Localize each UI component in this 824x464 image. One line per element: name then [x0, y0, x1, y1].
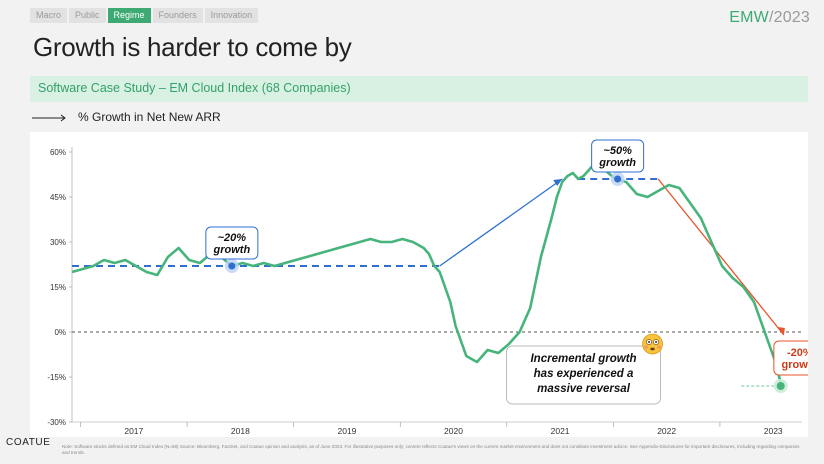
annotations: ~20%growth~50%growth-20%growthIncrementa… [205, 139, 824, 405]
callout-50-label: growth [598, 157, 636, 169]
blue-rise-arrow [439, 178, 563, 267]
y-tick-label: 0% [54, 328, 66, 337]
marker-2023 [776, 382, 785, 390]
brand-name: EMW [729, 9, 769, 26]
emoji-blush-right [657, 345, 661, 349]
reversal-line-1: Incremental growth [530, 353, 636, 365]
red-decline-arrow [657, 178, 785, 336]
page-title: Growth is harder to come by [33, 32, 352, 62]
brand-logo: EMW/2023 [729, 9, 810, 27]
x-tick-label: 2018 [231, 426, 250, 436]
emoji-pupil-right [655, 341, 658, 343]
callout-20-box [205, 226, 259, 260]
subtitle-text: % Growth in Net New ARR [78, 110, 221, 124]
reversal-line-2: has experienced a [534, 368, 634, 380]
reversal-line-3: massive reversal [537, 383, 631, 395]
nav-tab-public[interactable]: Public [69, 8, 106, 23]
marker-2018 [228, 262, 236, 270]
flushed-face-icon [642, 333, 663, 355]
nav-tab-founders[interactable]: Founders [152, 8, 203, 23]
x-tick-label: 2022 [657, 426, 676, 436]
chart-subtitle: % Growth in Net New ARR [32, 110, 221, 124]
x-tick-label: 2019 [337, 426, 356, 436]
banner-text: Software Case Study – EM Cloud Index (68… [38, 81, 351, 95]
blue-arrowhead-icon [553, 179, 563, 186]
y-axis: 60% 45% 30% 15% 0% -15% -30% [47, 147, 73, 427]
coatue-logo: COATUE [6, 437, 51, 448]
x-tick-label: 2020 [444, 426, 463, 436]
nav-tab-macro[interactable]: Macro [30, 8, 68, 23]
emoji-blush-left [644, 345, 648, 349]
arrow-right-icon [32, 114, 66, 122]
callout-neg20-value: -20% [787, 347, 808, 359]
case-study-banner: Software Case Study – EM Cloud Index (68… [30, 76, 808, 102]
callout-20-label: growth [213, 244, 251, 256]
y-tick-label: -30% [47, 418, 66, 427]
x-axis: 2017 2018 2019 2020 2021 2022 2023 [72, 421, 802, 436]
y-tick-label: -15% [47, 373, 66, 382]
emoji-pupil-left [648, 341, 651, 343]
series-line [71, 162, 782, 384]
nav-tab-regime[interactable]: Regime [107, 8, 151, 23]
callout-50-value: ~50% [603, 145, 632, 157]
growth-chart: 60%45%30%15%0%-15%-30% 2017 2018 2019 2020 2… [47, 139, 824, 436]
chart-area: 60% 45% 30% 15% 0% -15% -30% 2017 2018 2019 2020 2… [30, 132, 824, 437]
callout-20-value: ~20% [218, 232, 247, 244]
y-tick-label: 15% [50, 283, 66, 292]
callout-neg20-label: growth [782, 359, 808, 371]
x-tick-label: 2021 [551, 426, 570, 436]
y-tick-label: 30% [50, 238, 66, 247]
emoji-mouth [650, 347, 655, 351]
marker-2021 [614, 175, 622, 183]
nav-tab-innovation[interactable]: Innovation [204, 8, 259, 23]
footnote: Note: Software stocks defined as EM Clou… [62, 444, 800, 455]
x-tick-label: 2023 [764, 426, 783, 436]
y-tick-label: 60% [50, 148, 66, 157]
callout-50-box [591, 139, 645, 173]
reversal-box [506, 345, 662, 405]
y-tick-label: 45% [50, 193, 66, 202]
section-nav: Macro Public Regime Founders Innovation [30, 8, 260, 23]
x-tick-label: 2017 [124, 426, 143, 436]
brand-year: /2023 [768, 9, 810, 26]
trend-lines [72, 178, 785, 387]
red-arrowhead-icon [777, 327, 785, 335]
